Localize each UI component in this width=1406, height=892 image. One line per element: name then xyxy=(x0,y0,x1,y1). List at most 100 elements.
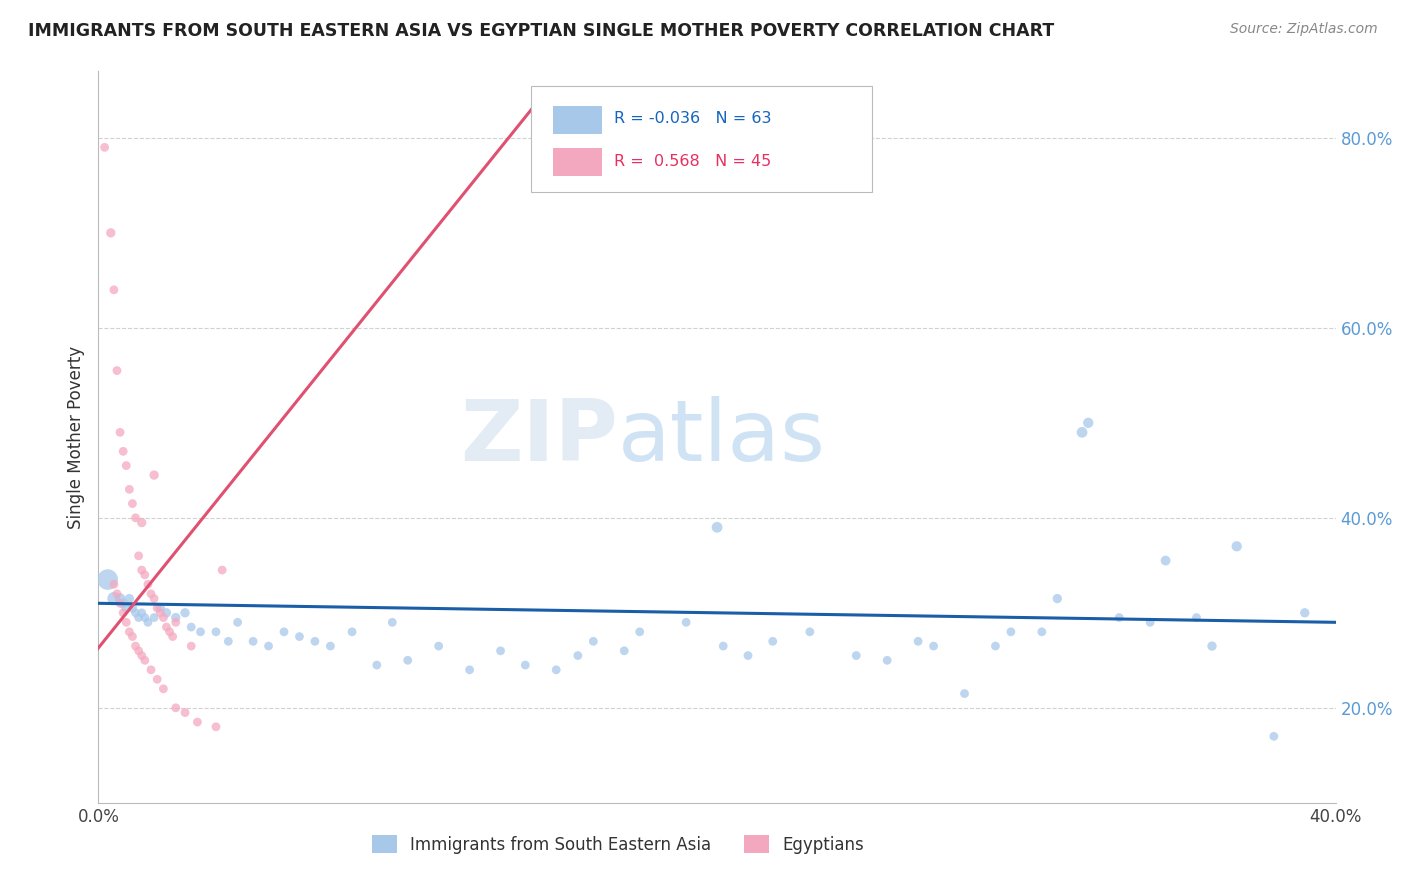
Point xyxy=(134,653,156,667)
Point xyxy=(118,624,141,639)
Point xyxy=(134,567,156,582)
Text: Source: ZipAtlas.com: Source: ZipAtlas.com xyxy=(1230,22,1378,37)
Point xyxy=(257,639,280,653)
Y-axis label: Single Mother Poverty: Single Mother Poverty xyxy=(66,345,84,529)
Point xyxy=(458,663,481,677)
Point xyxy=(121,601,143,615)
Point xyxy=(139,587,162,601)
Point xyxy=(118,483,141,497)
Point xyxy=(180,639,202,653)
Point xyxy=(922,639,945,653)
Point xyxy=(112,596,135,610)
Point xyxy=(1201,639,1223,653)
Bar xyxy=(553,106,602,134)
Text: IMMIGRANTS FROM SOUTH EASTERN ASIA VS EGYPTIAN SINGLE MOTHER POVERTY CORRELATION: IMMIGRANTS FROM SOUTH EASTERN ASIA VS EG… xyxy=(28,22,1054,40)
Point xyxy=(131,648,153,663)
Point xyxy=(190,624,212,639)
Point xyxy=(97,573,120,587)
Point xyxy=(103,591,125,606)
Point xyxy=(143,610,166,624)
Point xyxy=(613,644,636,658)
Point xyxy=(112,606,135,620)
Point xyxy=(845,648,868,663)
Text: atlas: atlas xyxy=(619,395,827,479)
Point xyxy=(146,601,169,615)
Point xyxy=(115,601,138,615)
Point xyxy=(165,610,187,624)
Point xyxy=(136,577,159,591)
Legend: Immigrants from South Eastern Asia, Egyptians: Immigrants from South Eastern Asia, Egyp… xyxy=(366,829,872,860)
Point xyxy=(162,630,184,644)
Point xyxy=(567,648,589,663)
Point xyxy=(226,615,249,630)
Point xyxy=(121,497,143,511)
Point xyxy=(1226,539,1249,553)
Point xyxy=(1154,553,1177,567)
Point xyxy=(288,630,311,644)
Point xyxy=(131,606,153,620)
Point xyxy=(143,468,166,483)
Point xyxy=(108,591,131,606)
Point xyxy=(128,549,150,563)
Point xyxy=(1108,610,1130,624)
Text: ZIP: ZIP xyxy=(460,395,619,479)
Point xyxy=(124,511,146,525)
Point xyxy=(115,458,138,473)
Point xyxy=(706,520,728,534)
Point xyxy=(124,606,146,620)
Point xyxy=(273,624,295,639)
Point xyxy=(628,624,651,639)
Point xyxy=(876,653,898,667)
Point xyxy=(1077,416,1099,430)
Point xyxy=(103,283,125,297)
Point xyxy=(907,634,929,648)
Point xyxy=(149,606,172,620)
Point xyxy=(205,720,228,734)
Point xyxy=(108,425,131,440)
Point xyxy=(152,610,174,624)
Text: R =  0.568   N = 45: R = 0.568 N = 45 xyxy=(614,153,772,169)
Point xyxy=(1139,615,1161,630)
Point xyxy=(711,639,734,653)
Point xyxy=(131,563,153,577)
Point xyxy=(128,610,150,624)
Point xyxy=(515,658,537,673)
Point xyxy=(128,644,150,658)
Point xyxy=(217,634,239,648)
Point xyxy=(242,634,264,648)
Point xyxy=(762,634,785,648)
Point xyxy=(1185,610,1208,624)
Point xyxy=(105,363,128,377)
Point xyxy=(582,634,605,648)
Point xyxy=(155,606,177,620)
Point xyxy=(396,653,419,667)
Point xyxy=(211,563,233,577)
Point xyxy=(149,601,172,615)
Point xyxy=(205,624,228,639)
Point xyxy=(1046,591,1069,606)
Point xyxy=(799,624,821,639)
Text: R = -0.036   N = 63: R = -0.036 N = 63 xyxy=(614,112,772,127)
Point xyxy=(1031,624,1053,639)
Point xyxy=(1263,729,1285,743)
Point xyxy=(165,701,187,715)
Point xyxy=(984,639,1007,653)
Point xyxy=(152,681,174,696)
Point xyxy=(93,140,115,154)
Point xyxy=(186,714,208,729)
Point xyxy=(115,615,138,630)
Point xyxy=(546,663,568,677)
Point xyxy=(165,615,187,630)
Point xyxy=(1000,624,1022,639)
Point xyxy=(489,644,512,658)
Point xyxy=(381,615,404,630)
Point xyxy=(174,606,197,620)
Point xyxy=(118,591,141,606)
Point xyxy=(953,687,976,701)
Point xyxy=(366,658,388,673)
Point xyxy=(155,620,177,634)
Point xyxy=(103,577,125,591)
Point xyxy=(1294,606,1316,620)
Point xyxy=(112,444,135,458)
Point xyxy=(340,624,363,639)
